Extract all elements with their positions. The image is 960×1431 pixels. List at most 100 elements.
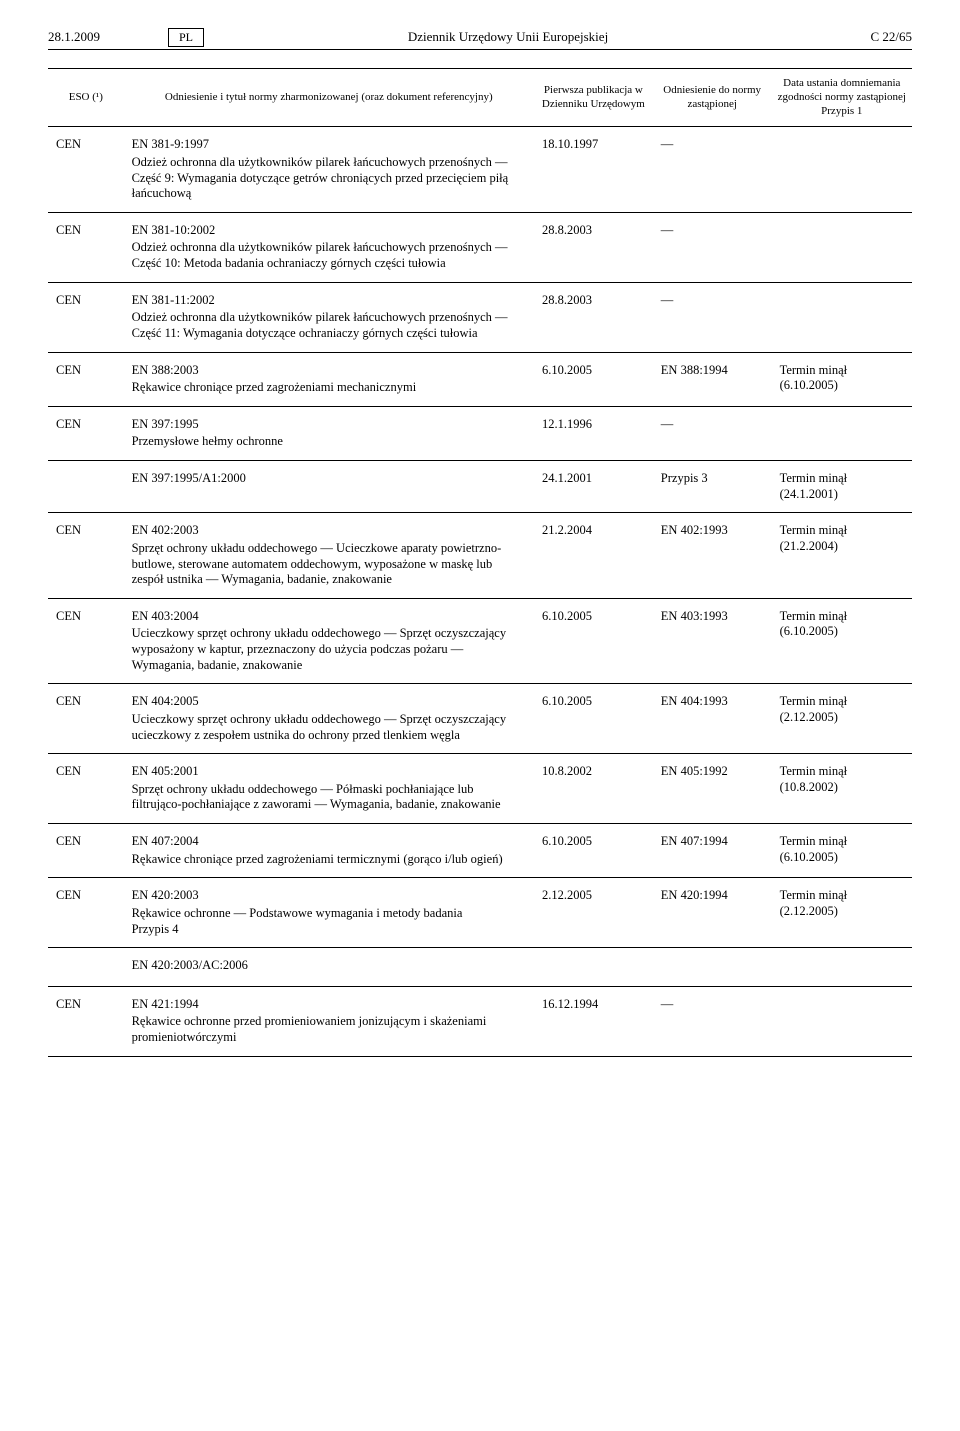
- standard-description: Odzież ochronna dla użytkowników pilarek…: [132, 240, 508, 270]
- table-row: CENEN 388:2003Rękawice chroniące przed z…: [48, 352, 912, 406]
- standard-code: EN 403:2004: [132, 609, 526, 625]
- standard-code: EN 381-9:1997: [132, 137, 526, 153]
- header-date: 28.1.2009: [48, 29, 168, 45]
- standard-code: EN 381-10:2002: [132, 223, 526, 239]
- cell-publication: 2.12.2005: [534, 878, 653, 948]
- col-header-date: Data ustania domniemania zgodności normy…: [772, 69, 912, 127]
- standard-code: EN 381-11:2002: [132, 293, 526, 309]
- standard-description: Ucieczkowy sprzęt ochrony układu oddecho…: [132, 626, 507, 671]
- table-row: CEN EN 381-9:1997 Odzież ochronna dla użyt…: [48, 127, 912, 213]
- cell-replaced-norm: —: [653, 986, 772, 1056]
- table-subrow: EN 420:2003/AC:2006: [48, 948, 912, 987]
- cell-reference: EN 388:2003Rękawice chroniące przed zagr…: [124, 352, 534, 406]
- cell-cessation-date: Termin minął(6.10.2005): [772, 824, 912, 878]
- cell-reference: EN 403:2004Ucieczkowy sprzęt ochrony ukł…: [124, 598, 534, 684]
- table-row: CENEN 405:2001Sprzęt ochrony układu odde…: [48, 754, 912, 824]
- cell-replaced-norm: EN 404:1993: [653, 684, 772, 754]
- cell-eso: [48, 461, 124, 513]
- cell-publication: 6.10.2005: [534, 352, 653, 406]
- cell-replaced-norm: —: [653, 212, 772, 282]
- cell-publication: 16.12.1994: [534, 986, 653, 1056]
- header-rule: [48, 49, 912, 50]
- table-row: CENEN 397:1995Przemysłowe hełmy ochronne…: [48, 406, 912, 460]
- table-row: CENEN 381-11:2002Odzież ochronna dla uży…: [48, 282, 912, 352]
- standard-code: EN 404:2005: [132, 694, 526, 710]
- standard-code: EN 407:2004: [132, 834, 526, 850]
- cell-replaced-norm: EN 405:1992: [653, 754, 772, 824]
- cell-eso: CEN: [48, 878, 124, 948]
- cell-eso: CEN: [48, 406, 124, 460]
- cell-eso: CEN: [48, 824, 124, 878]
- cell-eso: CEN: [48, 513, 124, 599]
- standard-code: EN 397:1995/A1:2000: [132, 471, 526, 487]
- table-row: CENEN 421:1994Rękawice ochronne przed pr…: [48, 986, 912, 1056]
- standard-description: Odzież ochronna dla użytkowników pilarek…: [132, 155, 509, 200]
- table-row: CENEN 420:2003Rękawice ochronne — Podsta…: [48, 878, 912, 948]
- cell-replaced-norm: —: [653, 282, 772, 352]
- cell-eso: CEN: [48, 212, 124, 282]
- standard-code: EN 397:1995: [132, 417, 526, 433]
- cell-replaced-norm: EN 402:1993: [653, 513, 772, 599]
- table-header-row: ESO (¹) Odniesienie i tytuł normy zharmo…: [48, 69, 912, 127]
- cell-reference: EN 420:2003Rękawice ochronne — Podstawow…: [124, 878, 534, 948]
- cell-publication: 6.10.2005: [534, 824, 653, 878]
- cell-cessation-date: [772, 948, 912, 987]
- cell-reference: EN 381-9:1997 Odzież ochronna dla użytkow…: [124, 127, 534, 213]
- cell-reference: EN 397:1995Przemysłowe hełmy ochronne: [124, 406, 534, 460]
- cell-eso: CEN: [48, 598, 124, 684]
- cell-cessation-date: Termin minął(21.2.2004): [772, 513, 912, 599]
- cell-reference: EN 381-11:2002Odzież ochronna dla użytko…: [124, 282, 534, 352]
- cell-cessation-date: Termin minął(2.12.2005): [772, 878, 912, 948]
- cell-eso: CEN: [48, 754, 124, 824]
- col-header-eso: ESO (¹): [48, 69, 124, 127]
- cell-publication: 6.10.2005: [534, 598, 653, 684]
- cell-replaced-norm: EN 420:1994: [653, 878, 772, 948]
- standard-code: EN 420:2003/AC:2006: [132, 958, 526, 974]
- standard-description: Odzież ochronna dla użytkowników pilarek…: [132, 310, 508, 340]
- cell-cessation-date: Termin minął(24.1.2001): [772, 461, 912, 513]
- cell-publication: 6.10.2005: [534, 684, 653, 754]
- cell-cessation-date: [772, 406, 912, 460]
- cell-eso: CEN: [48, 127, 124, 213]
- table-row: CENEN 404:2005Ucieczkowy sprzęt ochrony …: [48, 684, 912, 754]
- cell-cessation-date: [772, 127, 912, 213]
- cell-replaced-norm: EN 407:1994: [653, 824, 772, 878]
- cell-publication: [534, 948, 653, 987]
- standard-description: Rękawice ochronne przed promieniowaniem …: [132, 1014, 487, 1044]
- cell-publication: 28.8.2003: [534, 282, 653, 352]
- standard-description: Rękawice chroniące przed zagrożeniami me…: [132, 380, 417, 394]
- cell-cessation-date: [772, 282, 912, 352]
- cell-eso: CEN: [48, 352, 124, 406]
- standard-code: EN 421:1994: [132, 997, 526, 1013]
- standard-description: Sprzęt ochrony układu oddechowego — Półm…: [132, 782, 501, 812]
- cell-publication: 18.10.1997: [534, 127, 653, 213]
- standard-code: EN 388:2003: [132, 363, 526, 379]
- standard-code: EN 402:2003: [132, 523, 526, 539]
- cell-cessation-date: Termin minął(2.12.2005): [772, 684, 912, 754]
- table-row: CENEN 403:2004Ucieczkowy sprzęt ochrony …: [48, 598, 912, 684]
- table-row: CENEN 407:2004Rękawice chroniące przed z…: [48, 824, 912, 878]
- standard-description: Sprzęt ochrony układu oddechowego — Ucie…: [132, 541, 502, 586]
- cell-replaced-norm: Przypis 3: [653, 461, 772, 513]
- cell-eso: [48, 948, 124, 987]
- col-header-pub: Pierwsza publikacja w Dzienniku Urzędowy…: [534, 69, 653, 127]
- cell-reference: EN 421:1994Rękawice ochronne przed promi…: [124, 986, 534, 1056]
- cell-reference: EN 420:2003/AC:2006: [124, 948, 534, 987]
- cell-cessation-date: Termin minął(10.8.2002): [772, 754, 912, 824]
- standard-code: EN 420:2003: [132, 888, 526, 904]
- col-header-norm: Odniesienie do normy zastąpionej: [653, 69, 772, 127]
- cell-publication: 28.8.2003: [534, 212, 653, 282]
- cell-reference: EN 402:2003 Sprzęt ochrony układu oddecho…: [124, 513, 534, 599]
- table-subrow: EN 397:1995/A1:2000 24.1.2001Przypis 3Ter…: [48, 461, 912, 513]
- col-header-ref: Odniesienie i tytuł normy zharmonizowane…: [124, 69, 534, 127]
- cell-cessation-date: [772, 986, 912, 1056]
- cell-publication: 24.1.2001: [534, 461, 653, 513]
- cell-publication: 21.2.2004: [534, 513, 653, 599]
- standards-table: ESO (¹) Odniesienie i tytuł normy zharmo…: [48, 68, 912, 1057]
- cell-reference: EN 407:2004Rękawice chroniące przed zagr…: [124, 824, 534, 878]
- table-row: CEN EN 381-10:2002Odzież ochronna dla uży…: [48, 212, 912, 282]
- cell-replaced-norm: [653, 948, 772, 987]
- header-page-number: C 22/65: [792, 29, 912, 45]
- cell-publication: 10.8.2002: [534, 754, 653, 824]
- table-row: CEN EN 402:2003 Sprzęt ochrony układu odde…: [48, 513, 912, 599]
